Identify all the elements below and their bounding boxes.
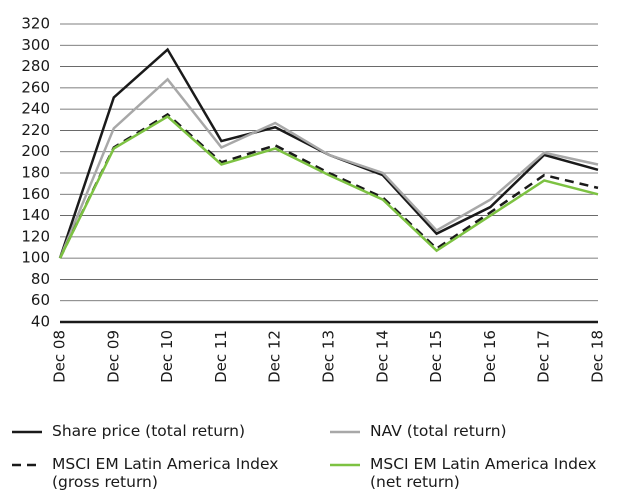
legend-label: Share price (total return) xyxy=(52,422,246,440)
x-tick-label: Dec 08 xyxy=(51,330,69,383)
x-tick-label: Dec 17 xyxy=(535,330,553,383)
y-tick-label: 280 xyxy=(21,57,50,75)
x-tick-label: Dec 10 xyxy=(158,330,176,383)
x-tick-label: Dec 11 xyxy=(212,330,230,383)
x-tick-label: Dec 14 xyxy=(373,330,391,383)
y-tick-label: 220 xyxy=(21,121,50,139)
x-tick-label: Dec 13 xyxy=(320,330,338,383)
y-tick-label: 120 xyxy=(21,227,50,245)
x-tick-label: Dec 16 xyxy=(481,330,499,383)
y-tick-label: 160 xyxy=(21,185,50,203)
y-tick-label: 40 xyxy=(31,313,50,331)
legend-label: MSCI EM Latin America Index (net return) xyxy=(370,455,597,491)
x-tick-label: Dec 12 xyxy=(266,330,284,383)
x-tick-label: Dec 09 xyxy=(104,330,122,383)
y-tick-label: 180 xyxy=(21,164,50,182)
x-tick-label: Dec 15 xyxy=(427,330,445,383)
y-tick-label: 300 xyxy=(21,36,50,54)
y-tick-label: 140 xyxy=(21,206,50,224)
y-tick-label: 260 xyxy=(21,78,50,96)
legend-label: MSCI EM Latin America Index (gross retur… xyxy=(52,455,279,491)
y-tick-label: 240 xyxy=(21,100,50,118)
y-tick-label: 100 xyxy=(21,249,50,267)
legend-label: NAV (total return) xyxy=(370,422,507,440)
series-line xyxy=(58,115,599,259)
y-tick-label: 60 xyxy=(31,291,50,309)
y-tick-label: 80 xyxy=(31,270,50,288)
y-tick-label: 320 xyxy=(21,15,50,33)
series-line xyxy=(58,77,599,259)
y-tick-label: 200 xyxy=(21,142,50,160)
x-tick-label: Dec 18 xyxy=(589,330,607,383)
series-line xyxy=(58,112,599,259)
